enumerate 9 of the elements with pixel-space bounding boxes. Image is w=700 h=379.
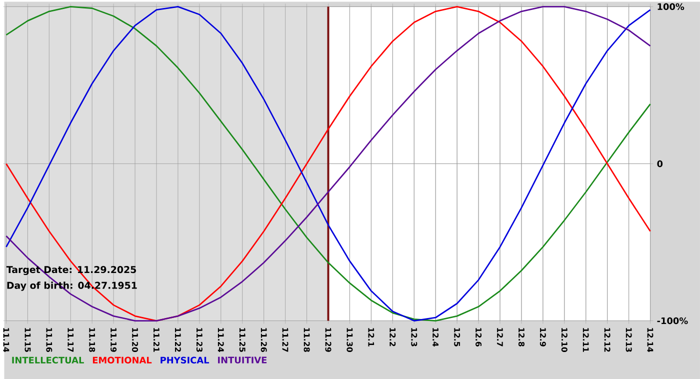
line-series [6, 6, 651, 322]
y-tick-label: 100% [658, 3, 684, 10]
y-tick-label: -100% [657, 317, 688, 324]
y-tick-label: 0 [657, 160, 663, 167]
text: EMOTIONAL [92, 356, 152, 364]
text: INTELLECTUAL [12, 356, 84, 364]
annotation: Target Date: 11.29.2025 [6, 266, 136, 275]
text: INTUITIVE [218, 356, 267, 364]
text: PHYSICAL [160, 356, 210, 364]
